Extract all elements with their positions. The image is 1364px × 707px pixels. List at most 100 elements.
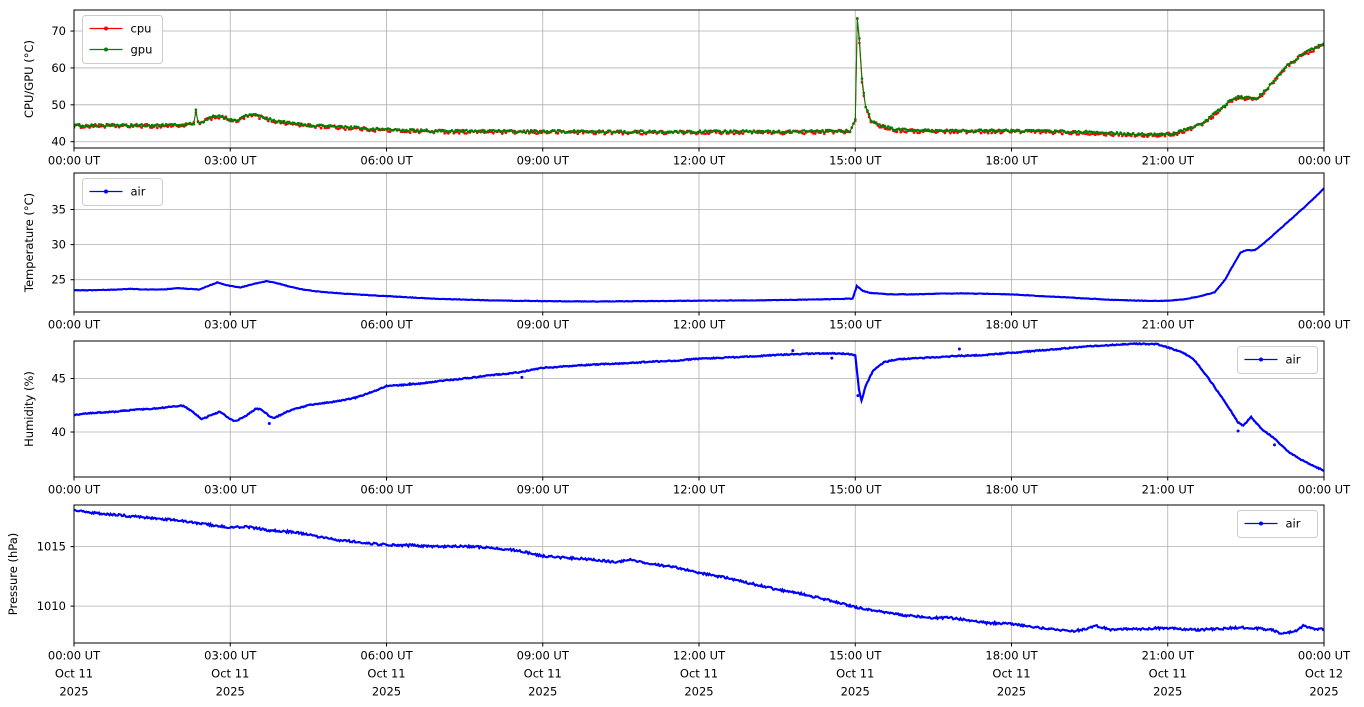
- series-marker: [1154, 342, 1157, 345]
- series-marker: [175, 123, 178, 127]
- series-marker: [1223, 104, 1227, 107]
- series-marker: [641, 133, 644, 136]
- series-marker: [1215, 110, 1218, 113]
- series-marker: [604, 560, 607, 563]
- series-marker: [97, 123, 101, 126]
- series-marker: [1110, 344, 1113, 347]
- series-marker: [1314, 465, 1317, 468]
- series-marker: [717, 299, 720, 302]
- series-marker: [184, 124, 188, 127]
- series-marker: [997, 353, 1001, 356]
- series-marker: [1113, 298, 1116, 301]
- series-marker: [380, 294, 383, 297]
- series-marker: [1295, 213, 1298, 216]
- series-marker: [977, 128, 981, 131]
- series-marker: [257, 527, 260, 530]
- series-marker: [206, 118, 209, 121]
- series-marker: [1194, 360, 1197, 363]
- series-marker: [126, 288, 129, 291]
- series-marker: [1289, 218, 1292, 221]
- series-marker: [1253, 419, 1256, 422]
- series-marker: [410, 544, 413, 547]
- series-marker: [614, 362, 617, 365]
- series-marker: [1262, 89, 1266, 92]
- series-marker: [585, 559, 588, 562]
- series-marker: [1085, 297, 1088, 300]
- series-marker: [1250, 415, 1253, 418]
- series-marker: [386, 385, 389, 388]
- series-marker: [1022, 350, 1026, 353]
- series-marker: [203, 416, 207, 419]
- series-marker: [1157, 343, 1160, 346]
- series-marker: [305, 288, 308, 291]
- series-marker: [276, 415, 279, 418]
- series-marker: [1191, 357, 1194, 360]
- series-marker: [179, 519, 182, 522]
- series-marker: [724, 299, 726, 302]
- series-marker: [858, 287, 861, 290]
- series-marker: [1085, 628, 1087, 631]
- series-marker: [418, 130, 421, 133]
- series-marker: [783, 353, 786, 356]
- series-marker: [1210, 292, 1213, 295]
- series-marker: [602, 362, 605, 365]
- series-marker: [1165, 626, 1168, 629]
- x-tick-label: 00:00 UT: [1298, 649, 1351, 663]
- y-tick-label: 1010: [37, 599, 66, 613]
- series-marker: [905, 128, 908, 131]
- series-marker: [823, 599, 825, 601]
- series-marker: [789, 298, 792, 301]
- series-marker: [151, 288, 154, 291]
- series-marker: [444, 546, 447, 549]
- series-marker: [258, 281, 261, 284]
- series-marker: [608, 129, 612, 133]
- series-marker: [1101, 298, 1104, 301]
- series-marker: [1256, 96, 1260, 100]
- series-marker: [232, 419, 235, 422]
- series-marker: [1035, 349, 1038, 352]
- series-marker: [1163, 134, 1167, 138]
- series-marker: [434, 129, 437, 132]
- series-marker: [617, 362, 620, 366]
- series-marker: [666, 565, 669, 567]
- series-marker: [814, 352, 817, 355]
- series-marker: [79, 289, 82, 292]
- series-marker: [454, 544, 457, 547]
- series-marker: [586, 364, 589, 367]
- series-marker: [1185, 298, 1188, 300]
- series-marker: [1116, 298, 1119, 301]
- series-marker: [770, 131, 773, 135]
- series-marker: [1316, 193, 1319, 196]
- series-marker: [1126, 299, 1129, 302]
- series-marker: [764, 354, 767, 357]
- series-marker: [1051, 295, 1054, 298]
- series-marker: [200, 418, 203, 421]
- series-marker: [517, 371, 520, 374]
- series-marker: [1198, 295, 1200, 298]
- series-marker: [395, 295, 398, 298]
- series-marker: [261, 280, 264, 283]
- series-marker: [786, 353, 789, 356]
- series-marker: [1142, 135, 1146, 138]
- series-marker: [407, 545, 410, 548]
- series-marker: [358, 293, 361, 296]
- series-marker: [1247, 418, 1250, 421]
- series-marker: [157, 288, 160, 291]
- series-marker: [157, 517, 160, 520]
- series-marker: [852, 354, 855, 357]
- series-marker: [254, 112, 257, 116]
- y-tick-label: 70: [51, 24, 66, 38]
- series-marker: [623, 129, 626, 133]
- series-marker: [596, 130, 599, 134]
- series-marker: [916, 614, 919, 617]
- series-marker: [1122, 628, 1124, 631]
- series-marker: [1151, 342, 1154, 345]
- series-marker: [907, 357, 910, 360]
- series-marker: [854, 118, 857, 121]
- series-marker: [963, 355, 966, 358]
- series-marker: [1032, 626, 1035, 629]
- series-marker: [558, 129, 562, 132]
- series-marker: [951, 354, 954, 357]
- series-marker: [833, 298, 836, 301]
- series-marker: [558, 365, 561, 368]
